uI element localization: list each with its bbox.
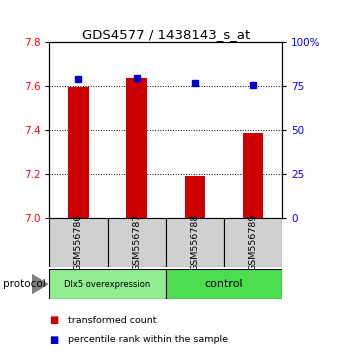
Text: GSM556789: GSM556789 (249, 214, 258, 271)
Bar (107, 218, 166, 267)
Text: Dlx5 overexpression: Dlx5 overexpression (64, 280, 151, 289)
Text: protocol: protocol (3, 279, 46, 289)
Bar (224, 218, 282, 267)
Text: control: control (205, 279, 243, 289)
Text: GSM556788: GSM556788 (190, 214, 199, 271)
Polygon shape (32, 275, 48, 293)
Text: GSM556787: GSM556787 (132, 214, 141, 271)
Bar (126, 78, 147, 218)
Bar (166, 218, 224, 267)
Bar (243, 133, 263, 218)
Bar (185, 176, 205, 218)
Bar (49, 269, 166, 299)
Text: percentile rank within the sample: percentile rank within the sample (68, 335, 228, 344)
Bar (49, 218, 107, 267)
Bar (166, 269, 282, 299)
Text: ■: ■ (49, 315, 58, 325)
Title: GDS4577 / 1438143_s_at: GDS4577 / 1438143_s_at (82, 28, 250, 41)
Text: ■: ■ (49, 335, 58, 345)
Bar (68, 87, 89, 218)
Text: GSM556786: GSM556786 (74, 214, 83, 271)
Text: transformed count: transformed count (68, 316, 156, 325)
